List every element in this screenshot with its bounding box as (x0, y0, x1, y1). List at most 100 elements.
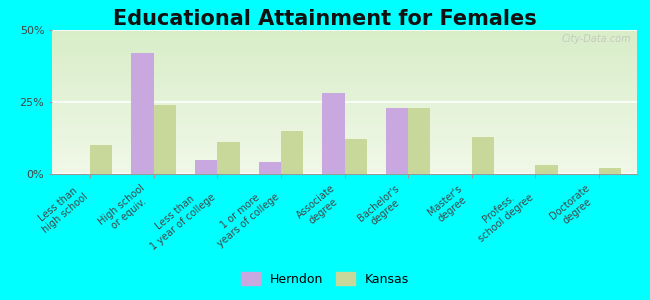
Bar (52, 135, 637, 136)
Bar (52, 64, 637, 66)
Bar (52, 82, 637, 83)
Bar (259, 163, 281, 174)
Bar (217, 142, 240, 174)
Bar (52, 80, 637, 82)
Bar (52, 116, 637, 118)
Bar (52, 172, 637, 174)
Bar (52, 95, 637, 96)
Bar (52, 50, 637, 52)
Bar (408, 108, 430, 174)
Bar (52, 49, 637, 50)
Bar (52, 144, 637, 145)
Bar (52, 115, 637, 116)
Bar (52, 140, 637, 141)
Bar (344, 140, 367, 174)
Bar (52, 44, 637, 46)
Bar (52, 142, 637, 144)
Bar (52, 92, 637, 93)
Bar (52, 100, 637, 102)
Bar (52, 33, 637, 34)
Bar (535, 165, 558, 174)
Bar (52, 109, 637, 111)
Bar (52, 75, 637, 76)
Bar (386, 108, 408, 174)
Bar (52, 122, 637, 124)
Bar (52, 88, 637, 89)
Bar (52, 76, 637, 77)
Bar (52, 91, 637, 92)
Bar (52, 106, 637, 108)
Bar (52, 43, 637, 44)
Bar (52, 60, 637, 62)
Legend: Herndon, Kansas: Herndon, Kansas (236, 267, 414, 291)
Bar (52, 158, 637, 160)
Bar (52, 171, 637, 172)
Bar (52, 63, 637, 64)
Bar (52, 148, 637, 149)
Bar (52, 149, 637, 151)
Bar (52, 69, 637, 70)
Bar (52, 47, 637, 49)
Bar (52, 53, 637, 55)
Bar (52, 99, 637, 100)
Bar (52, 83, 637, 85)
Bar (281, 131, 303, 174)
Bar (52, 138, 637, 140)
Text: Educational Attainment for Females: Educational Attainment for Females (113, 9, 537, 29)
Bar (52, 103, 637, 105)
Bar (52, 77, 637, 79)
Bar (472, 136, 494, 174)
Bar (52, 72, 637, 73)
Bar (52, 170, 637, 171)
Bar (52, 128, 637, 129)
Bar (52, 70, 637, 72)
Bar (195, 160, 217, 174)
Bar (52, 167, 637, 168)
Bar (52, 68, 637, 69)
Bar (52, 147, 637, 148)
Bar (52, 52, 637, 53)
Bar (599, 168, 621, 174)
Bar (90, 145, 112, 174)
Bar (52, 102, 637, 104)
Bar (52, 73, 637, 75)
Bar (52, 131, 637, 132)
Bar (52, 165, 637, 167)
Bar (52, 112, 637, 113)
Bar (52, 108, 637, 109)
Bar (52, 30, 637, 31)
Bar (52, 105, 637, 106)
Bar (52, 36, 637, 37)
Bar (52, 160, 637, 161)
Bar (52, 39, 637, 40)
Bar (131, 53, 154, 174)
Bar (52, 168, 637, 170)
Bar (52, 66, 637, 68)
Bar (52, 113, 637, 115)
Bar (52, 154, 637, 155)
Bar (52, 136, 637, 138)
Bar (52, 40, 637, 41)
Bar (52, 132, 637, 134)
Bar (52, 145, 637, 147)
Bar (52, 62, 637, 63)
Bar (52, 124, 637, 125)
Bar (52, 93, 637, 95)
Bar (52, 96, 637, 98)
Bar (52, 125, 637, 127)
Bar (52, 118, 637, 119)
Bar (52, 34, 637, 36)
Bar (52, 121, 637, 122)
Bar (52, 111, 637, 112)
Bar (52, 163, 637, 164)
Bar (52, 85, 637, 86)
Bar (52, 98, 637, 99)
Bar (52, 55, 637, 56)
Bar (52, 141, 637, 142)
Bar (52, 59, 637, 60)
Text: City-Data.com: City-Data.com (562, 34, 631, 44)
Bar (322, 93, 344, 174)
Bar (52, 134, 637, 135)
Bar (52, 32, 637, 33)
Bar (52, 129, 637, 131)
